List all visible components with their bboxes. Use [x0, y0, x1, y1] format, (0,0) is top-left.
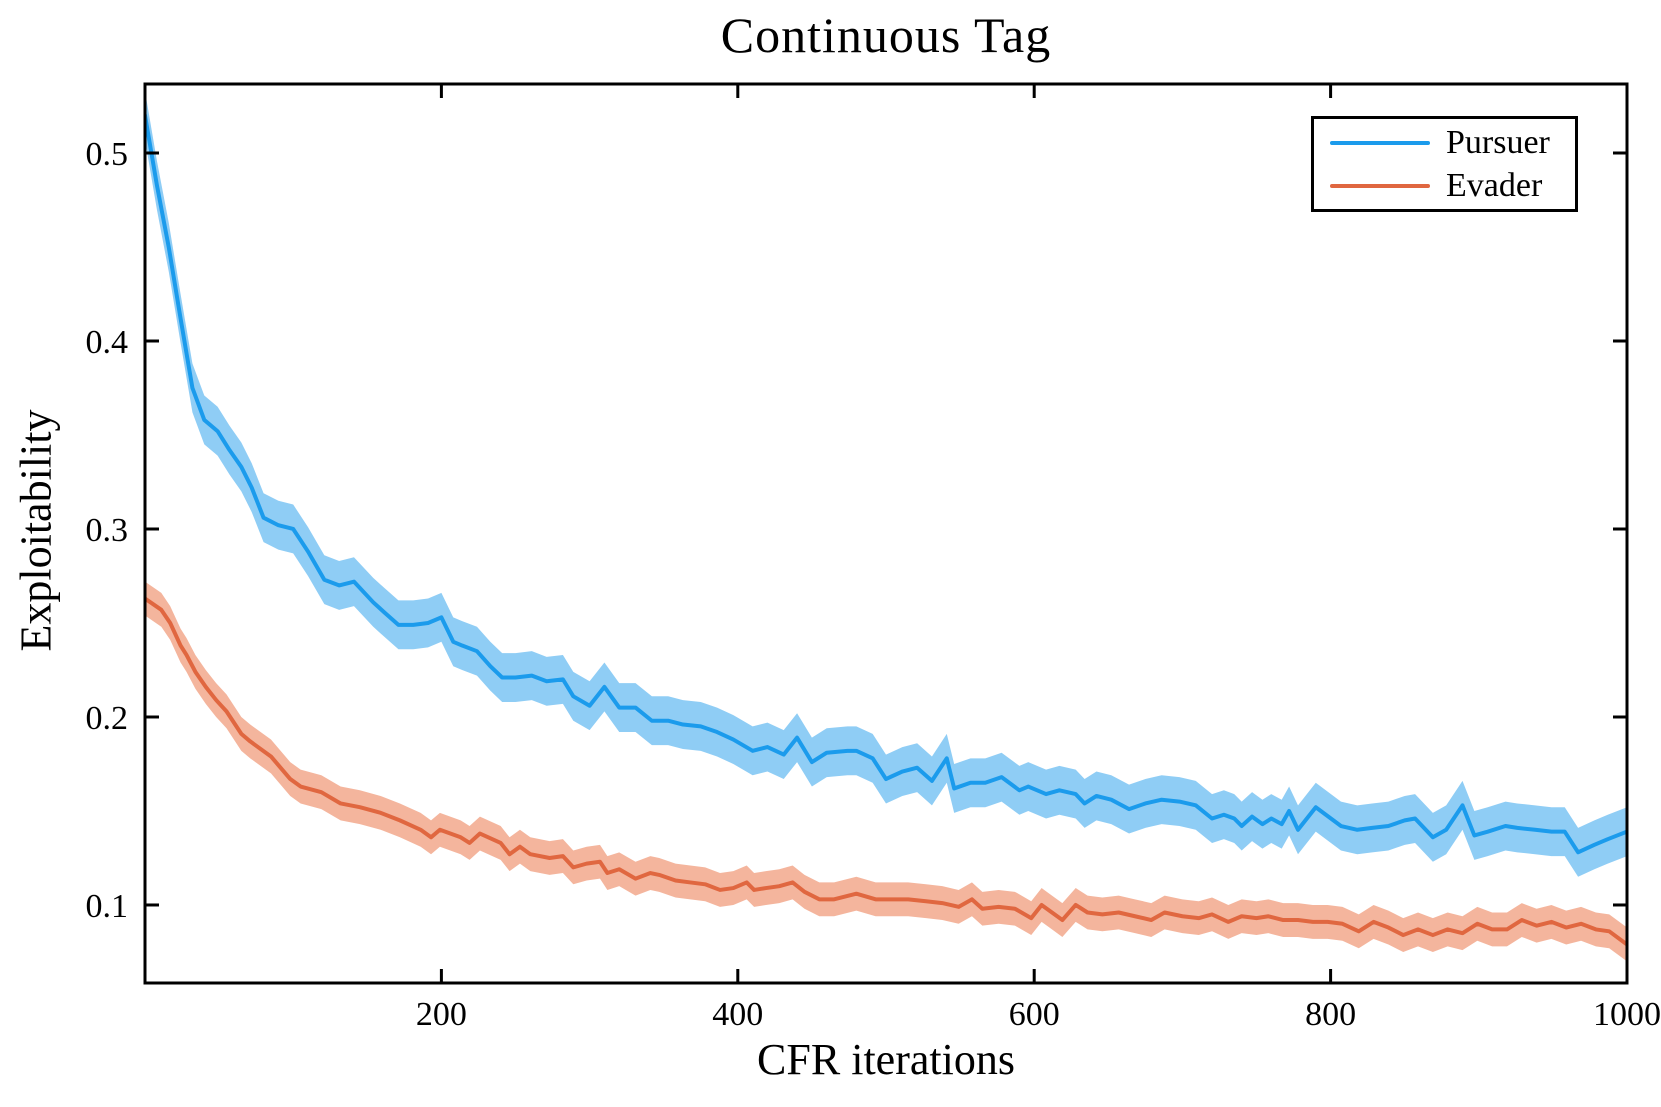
y-tick-label: 0.3 [86, 512, 129, 549]
chart-title: Continuous Tag [720, 7, 1052, 63]
legend: Pursuer Evader [1311, 116, 1578, 212]
x-axis-label: CFR iterations [757, 1035, 1015, 1084]
pursuer-line-swatch [1330, 140, 1430, 145]
legend-item-pursuer: Pursuer [1330, 123, 1575, 161]
x-tick-label: 400 [712, 996, 763, 1033]
legend-label-pursuer: Pursuer [1446, 123, 1550, 161]
legend-item-evader: Evader [1330, 166, 1575, 204]
y-tick-label: 0.5 [86, 136, 129, 173]
x-tick-label: 200 [416, 996, 467, 1033]
evader-line-swatch [1330, 183, 1430, 188]
x-tick-label: 600 [1009, 996, 1060, 1033]
legend-label-evader: Evader [1446, 166, 1543, 204]
x-tick-label: 1000 [1593, 996, 1661, 1033]
y-tick-label: 0.2 [86, 700, 129, 737]
y-tick-label: 0.1 [86, 888, 129, 925]
y-axis-label: Exploitability [11, 409, 61, 652]
x-tick-label: 800 [1305, 996, 1356, 1033]
y-tick-label: 0.4 [86, 324, 129, 361]
